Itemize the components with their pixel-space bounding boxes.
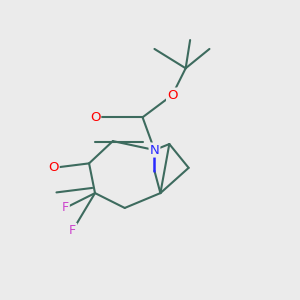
Text: N: N [150, 143, 159, 157]
Text: O: O [48, 161, 59, 174]
Text: O: O [167, 88, 178, 101]
Text: F: F [69, 224, 76, 237]
Text: F: F [62, 202, 69, 214]
Text: O: O [90, 111, 100, 124]
